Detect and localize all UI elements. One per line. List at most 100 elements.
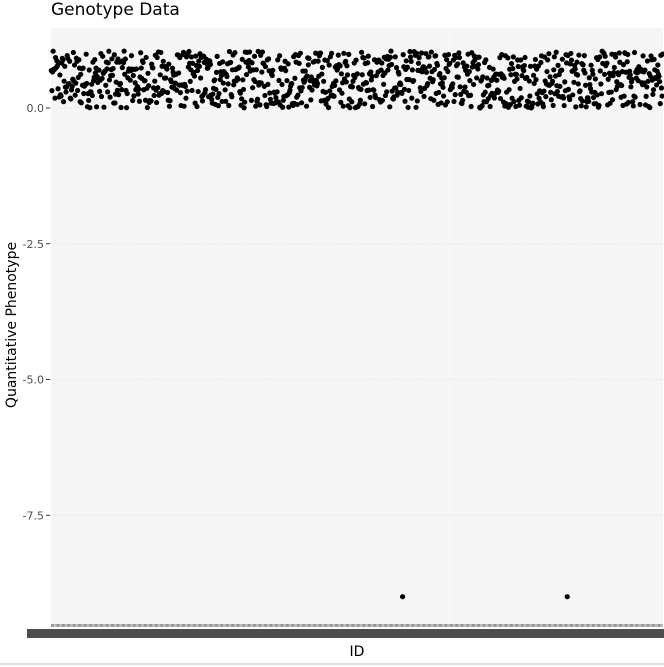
data-point — [83, 51, 89, 57]
data-point — [131, 93, 137, 99]
data-point — [130, 97, 136, 104]
data-point — [117, 80, 124, 87]
data-point — [194, 103, 200, 110]
data-point — [89, 92, 95, 99]
data-point — [544, 68, 550, 75]
data-point — [132, 80, 138, 86]
data-point — [226, 48, 232, 55]
data-point — [343, 58, 349, 65]
data-point — [338, 99, 344, 105]
data-point — [651, 56, 657, 62]
data-point — [409, 95, 415, 101]
data-point — [616, 72, 622, 78]
data-point — [496, 88, 502, 94]
data-point — [133, 66, 139, 72]
data-point — [408, 58, 414, 65]
data-point — [183, 95, 189, 101]
data-point — [456, 54, 463, 61]
data-point — [547, 74, 553, 80]
data-point — [398, 81, 404, 88]
data-point — [379, 97, 385, 104]
data-point — [621, 93, 627, 99]
data-point — [50, 48, 56, 54]
data-point — [87, 105, 93, 111]
data-point — [588, 62, 594, 68]
data-point — [329, 50, 335, 56]
data-point — [259, 49, 266, 55]
data-point — [358, 49, 365, 55]
data-point — [568, 50, 574, 57]
data-point — [177, 90, 184, 96]
data-point — [302, 68, 308, 74]
data-point — [624, 59, 630, 65]
data-point — [235, 76, 241, 82]
data-point — [479, 103, 485, 109]
data-point — [385, 67, 391, 73]
data-point — [567, 96, 573, 103]
data-point — [283, 68, 289, 74]
data-point — [68, 96, 74, 102]
data-point — [510, 54, 516, 60]
y-tick-label: -5.0 — [23, 374, 44, 387]
data-point — [297, 50, 303, 56]
data-point — [568, 57, 575, 63]
data-point — [450, 81, 456, 87]
data-point — [109, 72, 116, 78]
data-point — [507, 101, 513, 108]
data-point — [110, 65, 116, 72]
data-point — [295, 92, 301, 98]
data-point — [105, 89, 111, 95]
data-point — [123, 105, 130, 111]
data-point — [583, 104, 589, 110]
data-point — [540, 103, 546, 110]
data-point — [98, 93, 105, 100]
data-point — [414, 98, 420, 104]
data-point — [406, 87, 412, 94]
data-point — [331, 93, 337, 99]
data-point — [181, 103, 187, 109]
data-point — [543, 94, 549, 100]
data-point — [158, 49, 164, 56]
data-point — [381, 81, 387, 87]
data-point — [538, 59, 544, 66]
data-point — [202, 86, 209, 93]
data-point — [405, 104, 411, 111]
data-point — [153, 99, 160, 106]
data-point — [630, 103, 636, 109]
data-point — [457, 84, 463, 90]
data-point — [299, 100, 305, 106]
data-point — [352, 74, 358, 81]
data-point — [182, 83, 188, 90]
data-point — [453, 54, 459, 61]
data-point — [166, 103, 173, 109]
data-point — [484, 75, 490, 81]
data-point — [363, 80, 370, 86]
data-point — [280, 104, 286, 110]
data-point — [518, 57, 524, 63]
data-point — [99, 75, 105, 81]
data-point — [476, 54, 482, 60]
data-point — [335, 52, 341, 58]
data-point — [494, 77, 500, 83]
data-point — [609, 97, 616, 103]
data-point — [575, 81, 581, 87]
data-point — [70, 49, 76, 56]
data-point — [296, 60, 302, 66]
data-point — [647, 104, 653, 111]
data-point — [546, 51, 552, 57]
data-point — [572, 66, 578, 72]
data-point — [497, 95, 504, 102]
data-point — [140, 59, 146, 65]
data-point — [645, 78, 651, 84]
data-point — [136, 98, 143, 104]
data-point — [532, 56, 538, 63]
data-point — [155, 85, 161, 91]
data-point — [642, 67, 648, 73]
data-point — [340, 103, 346, 109]
data-point — [154, 54, 160, 61]
data-point — [62, 63, 68, 69]
data-point — [116, 92, 122, 98]
data-point — [426, 63, 433, 69]
data-point — [549, 78, 556, 84]
